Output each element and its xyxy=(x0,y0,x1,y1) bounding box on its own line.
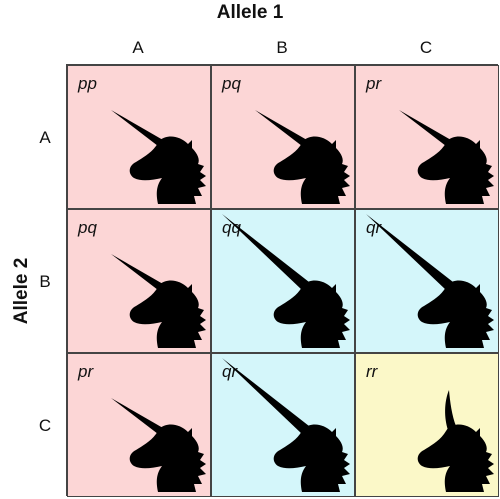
cell-a-c: pr xyxy=(355,65,499,209)
unicorn-horn xyxy=(111,110,163,146)
cell-c-b: qr xyxy=(211,353,355,497)
genotype-label: pp xyxy=(78,74,97,93)
genotype-label: pq xyxy=(222,74,241,93)
unicorn-head xyxy=(417,280,494,348)
unicorn-horn xyxy=(111,254,163,290)
unicorn-head xyxy=(129,424,206,492)
unicorn-horn xyxy=(366,214,453,290)
genotype-label: pq xyxy=(78,218,97,237)
unicorn-long-horn-icon xyxy=(222,358,350,492)
column-header-b: B xyxy=(276,38,288,57)
genotype-label: qr xyxy=(366,218,382,237)
genotype-label: pr xyxy=(366,74,382,93)
unicorn-short-horn-icon xyxy=(111,110,206,204)
x-axis-title: Allele 1 xyxy=(216,2,284,23)
genotype-label: qq xyxy=(222,218,241,237)
row-header-a: A xyxy=(39,128,51,147)
unicorn-short-horn-icon xyxy=(111,398,206,492)
cell-a-a: pp xyxy=(67,65,211,209)
unicorn-head xyxy=(273,136,350,204)
unicorn-horn xyxy=(222,358,309,434)
punnett-square-grid: pp pq pr pq qq qr pr qr rr xyxy=(66,64,499,497)
cell-b-c: qr xyxy=(355,209,499,353)
column-header-a: A xyxy=(132,38,144,57)
row-header-c: C xyxy=(38,416,52,435)
column-header-c: C xyxy=(419,38,433,57)
unicorn-long-horn-icon xyxy=(366,214,494,348)
unicorn-curved-horn-icon xyxy=(417,390,494,492)
unicorn-short-horn-icon xyxy=(111,254,206,348)
unicorn-short-horn-icon xyxy=(399,110,494,204)
row-header-b: B xyxy=(39,272,51,291)
unicorn-long-horn-icon xyxy=(222,214,350,348)
unicorn-head xyxy=(417,136,494,204)
cell-a-b: pq xyxy=(211,65,355,209)
genotype-label: pr xyxy=(78,362,94,381)
unicorn-horn xyxy=(399,110,451,146)
cell-b-b: qq xyxy=(211,209,355,353)
cell-b-a: pq xyxy=(67,209,211,353)
unicorn-head xyxy=(129,280,206,348)
unicorn-head xyxy=(417,424,494,492)
unicorn-horn xyxy=(255,110,307,146)
unicorn-head xyxy=(129,136,206,204)
unicorn-horn xyxy=(111,398,163,434)
unicorn-head xyxy=(273,424,350,492)
unicorn-head xyxy=(273,280,350,348)
unicorn-horn xyxy=(445,390,456,430)
unicorn-horn xyxy=(222,214,309,290)
cell-c-a: pr xyxy=(67,353,211,497)
unicorn-short-horn-icon xyxy=(255,110,350,204)
genotype-label: rr xyxy=(366,362,378,381)
cell-c-c: rr xyxy=(355,353,499,497)
genotype-label: qr xyxy=(222,362,238,381)
